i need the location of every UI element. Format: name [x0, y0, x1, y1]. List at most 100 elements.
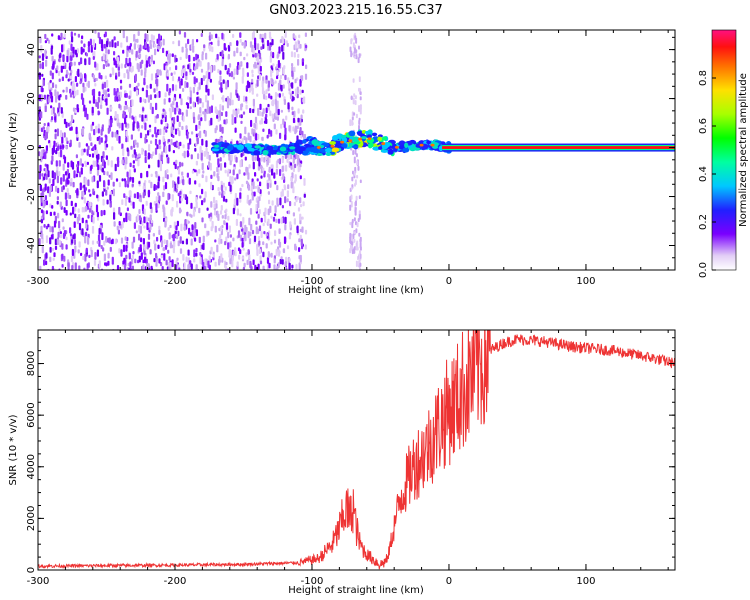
noise-speck: [273, 258, 276, 264]
noise-speck: [264, 207, 267, 215]
noise-speck: [147, 130, 150, 136]
noise-speck: [63, 156, 67, 164]
noise-speck: [205, 71, 208, 79]
noise-speck: [284, 261, 287, 267]
noise-speck: [86, 267, 89, 270]
noise-speck: [244, 156, 247, 161]
noise-speck: [268, 93, 271, 99]
noise-speck: [160, 154, 163, 161]
noise-speck: [149, 214, 152, 221]
noise-speck: [179, 93, 182, 99]
noise-speck: [228, 63, 232, 68]
noise-speck: [78, 222, 82, 231]
noise-speck: [126, 171, 129, 178]
noise-speck: [45, 260, 48, 266]
noise-speck: [91, 106, 94, 114]
noise-speck: [261, 136, 264, 141]
noise-speck: [129, 176, 132, 180]
noise-speck: [239, 213, 242, 217]
noise-speck: [66, 177, 69, 185]
noise-speck: [65, 236, 68, 241]
noise-speck: [354, 35, 357, 39]
noise-speck: [48, 140, 51, 144]
noise-speck: [277, 158, 280, 163]
noise-speck: [107, 49, 110, 55]
noise-speck: [303, 134, 306, 140]
noise-speck: [142, 259, 145, 264]
noise-speck: [243, 172, 246, 176]
noise-speck: [38, 172, 41, 180]
noise-speck: [236, 47, 239, 54]
noise-speck: [263, 170, 266, 175]
noise-speck: [103, 253, 106, 262]
noise-speck: [208, 154, 211, 161]
noise-speck: [297, 53, 300, 58]
noise-speck: [291, 63, 294, 67]
noise-speck: [58, 95, 61, 101]
noise-speck: [88, 100, 92, 104]
noise-speck: [89, 38, 92, 46]
noise-speck: [349, 46, 352, 53]
noise-speck: [49, 70, 52, 76]
noise-speck: [270, 69, 273, 77]
noise-speck: [225, 261, 228, 266]
noise-speck: [138, 181, 141, 185]
noise-speck: [142, 185, 145, 190]
noise-speck: [293, 52, 296, 58]
noise-speck: [134, 115, 137, 122]
noise-speck: [137, 44, 140, 49]
signal-hotspot: [330, 144, 335, 148]
noise-speck: [94, 61, 97, 68]
noise-speck: [84, 205, 88, 212]
noise-speck: [118, 206, 121, 215]
noise-speck: [38, 151, 41, 157]
noise-speck: [124, 236, 127, 241]
noise-speck: [96, 180, 99, 189]
noise-speck: [138, 46, 141, 54]
noise-speck: [253, 191, 256, 197]
noise-speck: [215, 109, 218, 115]
noise-speck: [282, 248, 286, 254]
signal-blob: [331, 147, 340, 153]
noise-speck: [96, 249, 99, 257]
noise-speck: [81, 217, 84, 224]
noise-speck: [65, 74, 68, 79]
noise-speck: [44, 151, 47, 160]
noise-speck: [157, 192, 160, 196]
noise-speck: [96, 211, 99, 218]
noise-speck: [171, 259, 174, 268]
noise-speck: [106, 199, 109, 205]
noise-speck: [122, 30, 125, 39]
noise-speck: [123, 105, 126, 111]
noise-speck: [210, 181, 213, 190]
noise-speck: [233, 198, 236, 206]
noise-speck: [105, 89, 108, 98]
noise-speck: [292, 96, 295, 101]
noise-speck: [164, 220, 167, 228]
noise-speck: [56, 65, 59, 71]
noise-speck: [45, 235, 49, 244]
noise-speck: [206, 207, 209, 211]
noise-speck: [202, 235, 205, 243]
noise-speck: [152, 35, 155, 40]
noise-speck: [158, 130, 161, 135]
noise-speck: [240, 120, 243, 124]
noise-speck: [131, 269, 134, 270]
noise-speck: [270, 95, 273, 100]
noise-speck: [147, 217, 150, 222]
noise-speck: [159, 145, 162, 150]
noise-speck: [183, 150, 186, 159]
noise-speck: [289, 162, 293, 166]
noise-speck: [111, 39, 114, 48]
noise-speck: [74, 245, 77, 253]
noise-speck: [259, 260, 263, 265]
signal-blob: [364, 130, 372, 135]
noise-speck: [97, 153, 100, 160]
noise-speck: [200, 77, 203, 86]
noise-speck: [358, 210, 361, 215]
noise-speck: [61, 243, 64, 250]
noise-speck: [259, 120, 262, 125]
noise-speck: [97, 32, 100, 39]
noise-speck: [232, 207, 235, 215]
noise-speck: [256, 244, 259, 250]
